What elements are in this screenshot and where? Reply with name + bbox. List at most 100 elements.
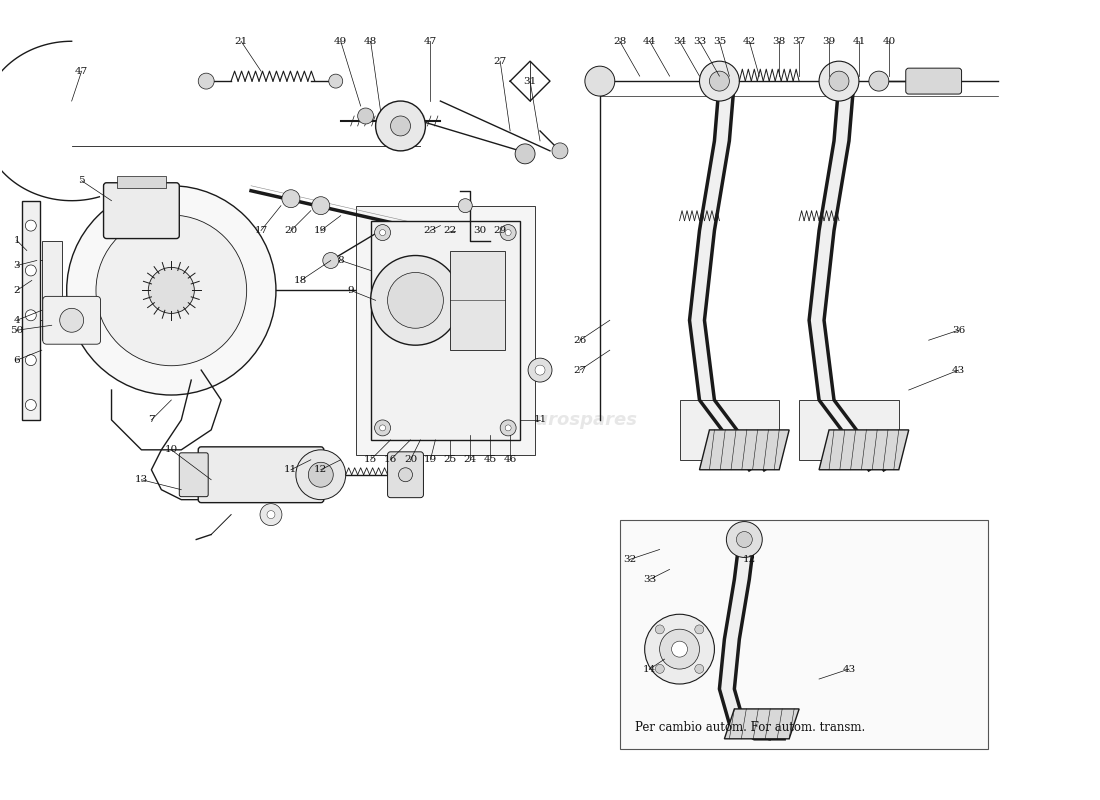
FancyBboxPatch shape [387, 452, 424, 498]
Polygon shape [834, 81, 854, 141]
Polygon shape [719, 639, 739, 689]
Circle shape [25, 399, 36, 410]
Circle shape [371, 255, 460, 345]
FancyBboxPatch shape [43, 296, 100, 344]
Circle shape [645, 614, 714, 684]
Text: 4: 4 [13, 316, 20, 325]
Circle shape [700, 61, 739, 101]
Text: 38: 38 [772, 37, 785, 46]
Bar [680, 400, 779, 460]
Text: 3: 3 [13, 261, 20, 270]
FancyBboxPatch shape [905, 68, 961, 94]
Text: 6: 6 [13, 356, 20, 365]
Circle shape [505, 230, 512, 235]
Polygon shape [725, 579, 749, 639]
Circle shape [96, 215, 246, 366]
Text: 13: 13 [135, 475, 149, 484]
Text: 11: 11 [534, 415, 547, 425]
Text: 25: 25 [443, 455, 456, 464]
Bar [42, 241, 62, 340]
Text: 50: 50 [10, 326, 23, 334]
Polygon shape [719, 689, 745, 724]
Circle shape [660, 630, 700, 669]
Circle shape [375, 101, 426, 151]
Text: 12: 12 [742, 555, 756, 564]
Polygon shape [729, 440, 764, 470]
Text: 47: 47 [424, 37, 437, 46]
Text: 22: 22 [443, 226, 456, 235]
Circle shape [695, 625, 704, 634]
Circle shape [505, 425, 512, 431]
Polygon shape [700, 400, 745, 440]
Text: 41: 41 [852, 37, 866, 46]
Text: 28: 28 [613, 37, 626, 46]
Text: 43: 43 [843, 665, 856, 674]
FancyBboxPatch shape [198, 447, 323, 502]
Circle shape [322, 253, 339, 269]
Polygon shape [810, 230, 834, 320]
Text: 15: 15 [364, 455, 377, 464]
Circle shape [656, 664, 664, 674]
Text: 49: 49 [334, 37, 348, 46]
Circle shape [67, 186, 276, 395]
Circle shape [459, 198, 472, 213]
Polygon shape [690, 320, 714, 400]
Circle shape [398, 468, 412, 482]
Text: 16: 16 [384, 455, 397, 464]
Circle shape [375, 420, 390, 436]
Text: 46: 46 [504, 455, 517, 464]
Text: 30: 30 [474, 226, 487, 235]
Text: 45: 45 [484, 455, 497, 464]
FancyBboxPatch shape [103, 182, 179, 238]
Text: 47: 47 [75, 66, 88, 76]
Circle shape [25, 265, 36, 276]
Circle shape [390, 116, 410, 136]
Text: 26: 26 [573, 336, 586, 345]
Text: 9: 9 [348, 286, 354, 295]
Text: 8: 8 [338, 256, 344, 265]
Text: 17: 17 [254, 226, 267, 235]
Circle shape [379, 230, 386, 235]
Text: 35: 35 [713, 37, 726, 46]
Text: 2: 2 [13, 286, 20, 295]
Circle shape [308, 462, 333, 487]
Text: 34: 34 [673, 37, 686, 46]
Text: 42: 42 [742, 37, 756, 46]
Text: eurospares: eurospares [144, 271, 258, 290]
Text: 40: 40 [882, 37, 895, 46]
Circle shape [25, 220, 36, 231]
Circle shape [500, 225, 516, 241]
Bar [799, 400, 899, 460]
Text: 18: 18 [294, 276, 308, 285]
Circle shape [695, 664, 704, 674]
Polygon shape [810, 320, 834, 400]
Circle shape [869, 71, 889, 91]
Text: 23: 23 [424, 226, 437, 235]
Text: 43: 43 [952, 366, 965, 374]
Circle shape [148, 267, 195, 314]
Text: 20: 20 [404, 455, 417, 464]
Polygon shape [820, 430, 909, 470]
Text: 27: 27 [573, 366, 586, 374]
Text: 14: 14 [644, 665, 657, 674]
Text: 12: 12 [315, 466, 328, 474]
Circle shape [375, 225, 390, 241]
Text: Per cambio autom. For autom. transm.: Per cambio autom. For autom. transm. [635, 721, 865, 734]
Circle shape [656, 625, 664, 634]
Text: 21: 21 [234, 37, 248, 46]
Circle shape [59, 308, 84, 332]
Text: 29: 29 [494, 226, 507, 235]
Text: 27: 27 [494, 57, 507, 66]
Circle shape [358, 108, 374, 124]
Circle shape [267, 510, 275, 518]
Circle shape [387, 273, 443, 328]
Text: 7: 7 [148, 415, 155, 425]
Text: 19: 19 [424, 455, 437, 464]
Polygon shape [820, 400, 864, 440]
Text: 11: 11 [284, 466, 297, 474]
Circle shape [296, 450, 345, 500]
Text: 44: 44 [644, 37, 657, 46]
Polygon shape [820, 141, 849, 230]
Circle shape [379, 425, 386, 431]
Bar [22, 201, 40, 420]
